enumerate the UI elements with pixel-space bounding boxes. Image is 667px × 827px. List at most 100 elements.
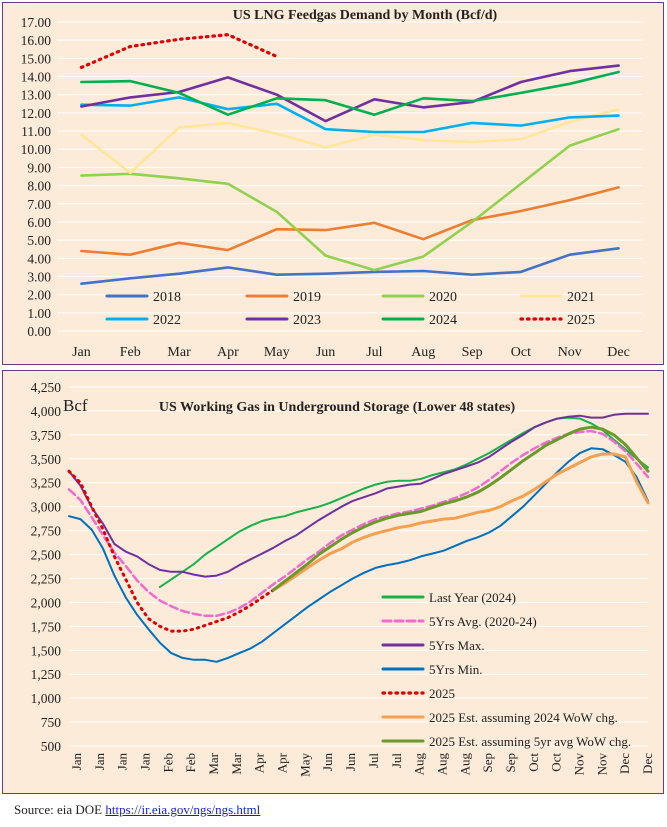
source-link[interactable]: https://ir.eia.gov/ngs/ngs.html: [105, 802, 261, 817]
x-tick-label: Mar: [206, 752, 221, 774]
series-line-2025: [79, 33, 279, 69]
x-tick-label: Aug: [434, 753, 449, 776]
y-tick-label: 1,250: [31, 667, 62, 682]
x-tick-label: Sep: [503, 753, 518, 773]
x-tick-label: Dec: [640, 753, 655, 774]
legend-label: 2020: [429, 290, 457, 305]
series-line-5Yrs Max.: [68, 412, 649, 578]
source-prefix: Source: eia DOE: [14, 802, 103, 817]
y-tick-label: 4,250: [31, 380, 62, 395]
series-line-2022: [80, 96, 620, 134]
x-tick-label: Jul: [389, 753, 404, 769]
x-tick-label: Nov: [572, 753, 587, 776]
series-line-2025 Est. assuming 2024 WoW chg.: [271, 452, 650, 592]
series-line-2021: [80, 107, 620, 175]
y-tick-label: 2,000: [31, 595, 62, 610]
y-tick-label: 14.00: [21, 70, 52, 85]
x-tick-label: Jun: [320, 753, 335, 772]
series-line-2020: [80, 127, 620, 272]
y-tick-label: 12.00: [21, 106, 52, 121]
y-tick-label: 2,500: [31, 548, 62, 563]
y-tick-label: 3,250: [31, 476, 62, 491]
series-line-5Yrs Avg. (2020-24): [67, 429, 650, 618]
legend-label: 2025: [429, 686, 455, 701]
series-line-5Yrs Min.: [68, 447, 649, 663]
y-tick-label: 4.00: [27, 251, 51, 266]
y-axis-label: Bcf: [63, 396, 88, 415]
y-tick-label: 11.00: [21, 124, 51, 139]
x-tick-label: Feb: [160, 753, 175, 773]
x-tick-label: Aug: [412, 753, 427, 776]
y-tick-label: 1,750: [31, 619, 62, 634]
x-tick-label: Jan: [138, 753, 153, 771]
legend-label: Last Year (2024): [429, 590, 516, 605]
y-tick-label: 3,750: [31, 428, 62, 443]
x-tick-label: Apr: [252, 752, 267, 773]
x-tick-label: Oct: [549, 753, 564, 772]
y-tick-label: 2.00: [27, 288, 51, 303]
y-tick-label: 2,250: [31, 571, 62, 586]
y-tick-label: 9.00: [27, 160, 51, 175]
source-note: Source: eia DOE https://ir.eia.gov/ngs/n…: [14, 802, 260, 818]
x-tick-label: Sep: [462, 345, 483, 360]
y-tick-label: 500: [41, 739, 62, 754]
y-tick-label: 16.00: [21, 33, 52, 48]
y-tick-label: 1.00: [27, 306, 51, 321]
y-tick-label: 8.00: [27, 179, 51, 194]
legend-label: 2025 Est. assuming 2024 WoW chg.: [429, 710, 618, 725]
x-tick-label: Nov: [558, 345, 582, 360]
legend-label: 2019: [293, 290, 321, 305]
lng-feedgas-chart: 0.00 1.00 2.00 3.00 4.00 5.00 6.00 7.00 8.00 9.00…: [21, 8, 643, 360]
chart-title: US LNG Feedgas Demand by Month (Bcf/d): [233, 8, 498, 23]
y-tick-label: 2,750: [31, 524, 62, 539]
x-tick-label: May: [264, 345, 290, 360]
x-tick-label: Feb: [120, 345, 141, 360]
x-tick-label: Jan: [72, 345, 91, 360]
legend-label: 5Yrs Max.: [429, 638, 485, 653]
legend-label: 2022: [153, 313, 181, 328]
y-tick-label: 6.00: [27, 215, 51, 230]
series-line-2023: [80, 64, 620, 123]
x-tick-label: Dec: [607, 345, 630, 360]
x-tick-label: Aug: [457, 753, 472, 776]
x-tick-label: Jan: [69, 753, 84, 771]
y-tick-label: 1,500: [31, 643, 62, 658]
x-tick-label: Nov: [594, 753, 609, 776]
series-line-2024: [80, 70, 620, 116]
x-tick-label: Jul: [366, 753, 381, 769]
storage-chart: 500 750 1,000 1,250 1,500 1,750 2,000 2,250 2,50…: [31, 380, 655, 777]
legend-label: 2023: [293, 313, 321, 328]
series-line-2019: [80, 186, 620, 256]
x-tick-label: Jul: [366, 345, 382, 360]
x-tick-label: Oct: [511, 345, 531, 360]
legend-label: 2024: [429, 313, 457, 328]
legend-label: 5Yrs Avg. (2020-24): [429, 614, 537, 629]
y-tick-label: 7.00: [27, 197, 51, 212]
lng-feedgas-chart-panel: 0.00 1.00 2.00 3.00 4.00 5.00 6.00 7.00 8.00 9.00…: [2, 2, 664, 365]
legend-label: 2025 Est. assuming 5yr avg WoW chg.: [429, 734, 631, 749]
y-tick-label: 4,000: [31, 404, 62, 419]
chart-title: US Working Gas in Underground Storage (L…: [159, 400, 516, 415]
y-tick-label: 3.00: [27, 269, 51, 284]
legend-label: 5Yrs Min.: [429, 662, 482, 677]
y-tick-label: 750: [41, 715, 62, 730]
series-line-2025 Est. assuming 5yr avg WoW chg.: [271, 425, 650, 592]
x-tick-label: Jan: [115, 753, 130, 771]
series-line-2018: [80, 247, 620, 285]
y-tick-label: 17.00: [21, 15, 52, 30]
x-tick-label: Jun: [316, 345, 335, 360]
x-tick-label: Mar: [229, 752, 244, 774]
storage-chart-panel: 500 750 1,000 1,250 1,500 1,750 2,000 2,250 2,50…: [2, 370, 664, 794]
y-tick-label: 1,000: [31, 691, 62, 706]
series-line-2025: [67, 469, 275, 633]
x-tick-label: Jun: [343, 753, 358, 772]
x-tick-label: Feb: [183, 753, 198, 773]
legend-label: 2018: [153, 290, 181, 305]
x-tick-label: Dec: [617, 753, 632, 774]
x-tick-label: Sep: [480, 753, 495, 773]
x-tick-label: Aug: [411, 345, 435, 360]
x-tick-label: May: [297, 753, 312, 777]
legend-label: 2021: [567, 290, 595, 305]
x-tick-label: Oct: [526, 753, 541, 772]
legend-label: 2025: [567, 313, 595, 328]
